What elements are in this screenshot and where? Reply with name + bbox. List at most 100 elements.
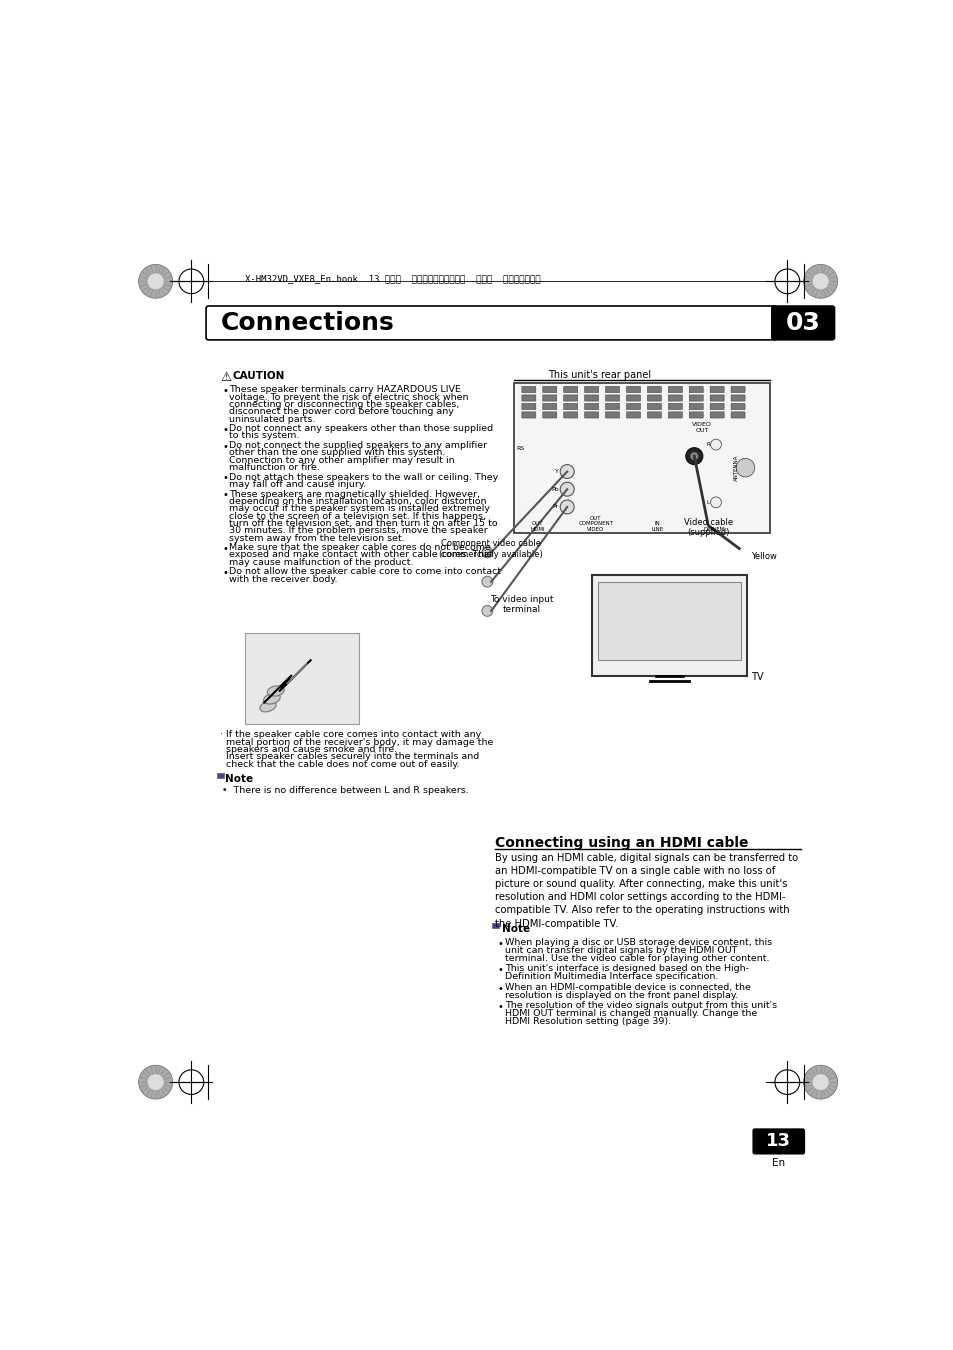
Circle shape [138, 265, 172, 298]
Text: Connecting using an HDMI cable: Connecting using an HDMI cable [495, 836, 748, 849]
FancyBboxPatch shape [563, 386, 578, 393]
Text: terminal. Use the video cable for playing other content.: terminal. Use the video cable for playin… [505, 953, 769, 963]
Text: L: L [706, 500, 709, 505]
Text: close to the screen of a television set. If this happens,: close to the screen of a television set.… [229, 512, 486, 521]
Text: Note: Note [224, 774, 253, 784]
FancyBboxPatch shape [688, 404, 702, 409]
FancyBboxPatch shape [626, 396, 639, 401]
Text: The resolution of the video signals output from this unit's: The resolution of the video signals outp… [505, 1002, 777, 1010]
Text: •: • [222, 490, 228, 501]
Circle shape [481, 606, 493, 617]
Text: By using an HDMI cable, digital signals can be transferred to
an HDMI-compatible: By using an HDMI cable, digital signals … [495, 853, 798, 929]
Circle shape [481, 576, 493, 587]
Text: VIDEO
OUT: VIDEO OUT [691, 421, 711, 432]
Text: X-HM32VD_VXE8_En.book  13 ページ  ２０１４年３月２８日  金曜日  午後２時１９分: X-HM32VD_VXE8_En.book 13 ページ ２０１４年３月２８日 … [245, 274, 539, 282]
Text: OUT
HDMI: OUT HDMI [530, 521, 544, 532]
Text: •: • [497, 940, 503, 949]
Text: Definition Multimedia Interface specification.: Definition Multimedia Interface specific… [505, 972, 718, 981]
FancyBboxPatch shape [730, 404, 744, 409]
FancyBboxPatch shape [688, 396, 702, 401]
Text: Component video cable
(commercially available): Component video cable (commercially avai… [439, 539, 542, 559]
FancyBboxPatch shape [668, 386, 681, 393]
Text: 03: 03 [785, 310, 820, 335]
Text: DAB/FM: DAB/FM [703, 526, 724, 532]
Text: disconnect the power cord before touching any: disconnect the power cord before touchin… [229, 408, 454, 416]
FancyBboxPatch shape [584, 412, 598, 418]
FancyBboxPatch shape [626, 412, 639, 418]
FancyBboxPatch shape [563, 412, 578, 418]
Text: Pr: Pr [552, 505, 558, 509]
FancyBboxPatch shape [245, 633, 359, 724]
Text: 30 minutes. If the problem persists, move the speaker: 30 minutes. If the problem persists, mov… [229, 526, 488, 535]
FancyBboxPatch shape [730, 412, 744, 418]
Text: other than the one supplied with this system.: other than the one supplied with this sy… [229, 448, 445, 458]
Text: Do not connect the supplied speakers to any amplifier: Do not connect the supplied speakers to … [229, 441, 487, 450]
Text: malfunction or fire.: malfunction or fire. [229, 463, 320, 472]
Circle shape [481, 547, 493, 558]
Text: TV: TV [750, 672, 762, 682]
Text: •: • [222, 441, 228, 452]
Text: Do not allow the speaker cable core to come into contact: Do not allow the speaker cable core to c… [229, 567, 501, 576]
FancyBboxPatch shape [521, 386, 536, 393]
FancyBboxPatch shape [605, 386, 618, 393]
Circle shape [559, 482, 574, 497]
FancyBboxPatch shape [514, 383, 769, 533]
Text: exposed and make contact with other cable cores. This: exposed and make contact with other cabl… [229, 551, 492, 559]
FancyBboxPatch shape [730, 386, 744, 393]
FancyBboxPatch shape [542, 396, 557, 401]
Text: OUT
COMPONENT
VIDEO: OUT COMPONENT VIDEO [578, 516, 613, 532]
Text: 13: 13 [765, 1133, 790, 1150]
Text: •: • [222, 474, 228, 483]
FancyBboxPatch shape [542, 412, 557, 418]
FancyBboxPatch shape [647, 396, 660, 401]
FancyBboxPatch shape [770, 305, 835, 340]
Text: •: • [497, 965, 503, 975]
Text: •: • [222, 425, 228, 435]
Text: resolution is displayed on the front panel display.: resolution is displayed on the front pan… [505, 991, 738, 999]
Text: ⚠: ⚠ [220, 371, 231, 385]
FancyBboxPatch shape [542, 386, 557, 393]
Text: Do not connect any speakers other than those supplied: Do not connect any speakers other than t… [229, 424, 493, 433]
Circle shape [802, 1065, 837, 1099]
Text: This unit's rear panel: This unit's rear panel [548, 370, 651, 379]
Text: depending on the installation location, color distortion: depending on the installation location, … [229, 497, 486, 506]
Text: connecting or disconnecting the speaker cables,: connecting or disconnecting the speaker … [229, 400, 459, 409]
FancyBboxPatch shape [709, 404, 723, 409]
Text: •: • [222, 544, 228, 554]
Text: Video cable
(supplied): Video cable (supplied) [683, 518, 732, 537]
Text: R: R [705, 441, 709, 447]
Text: Connection to any other amplifier may result in: Connection to any other amplifier may re… [229, 456, 455, 464]
Circle shape [736, 459, 754, 477]
Text: These speaker terminals carry HAZARDOUS LIVE: These speaker terminals carry HAZARDOUS … [229, 385, 460, 394]
FancyBboxPatch shape [752, 1129, 804, 1154]
Text: Y: Y [555, 468, 558, 474]
Text: En: En [771, 1157, 784, 1168]
Text: system away from the television set.: system away from the television set. [229, 533, 405, 543]
FancyBboxPatch shape [605, 412, 618, 418]
Ellipse shape [263, 694, 280, 703]
FancyBboxPatch shape [688, 386, 702, 393]
Text: check that the cable does not come out of easily.: check that the cable does not come out o… [220, 760, 459, 768]
FancyBboxPatch shape [584, 386, 598, 393]
Circle shape [811, 1073, 828, 1091]
FancyBboxPatch shape [709, 396, 723, 401]
Text: Yellow: Yellow [750, 552, 776, 562]
Circle shape [559, 500, 574, 514]
FancyBboxPatch shape [647, 412, 660, 418]
FancyBboxPatch shape [605, 396, 618, 401]
Text: •: • [222, 568, 228, 578]
Circle shape [138, 1065, 172, 1099]
Text: These speakers are magnetically shielded. However,: These speakers are magnetically shielded… [229, 490, 479, 498]
Text: Do not attach these speakers to the wall or ceiling. They: Do not attach these speakers to the wall… [229, 472, 498, 482]
Text: IN
LINE: IN LINE [651, 521, 663, 532]
FancyBboxPatch shape [647, 404, 660, 409]
Text: Make sure that the speaker cable cores do not become: Make sure that the speaker cable cores d… [229, 543, 491, 552]
Text: This unit's interface is designed based on the High-: This unit's interface is designed based … [505, 964, 748, 973]
Text: metal portion of the receiver's body, it may damage the: metal portion of the receiver's body, it… [220, 737, 493, 747]
Text: speakers and cause smoke and fire.: speakers and cause smoke and fire. [220, 745, 396, 753]
FancyBboxPatch shape [521, 396, 536, 401]
FancyBboxPatch shape [605, 404, 618, 409]
FancyBboxPatch shape [563, 404, 578, 409]
Ellipse shape [267, 686, 284, 697]
Text: To video input
terminal: To video input terminal [490, 595, 554, 614]
